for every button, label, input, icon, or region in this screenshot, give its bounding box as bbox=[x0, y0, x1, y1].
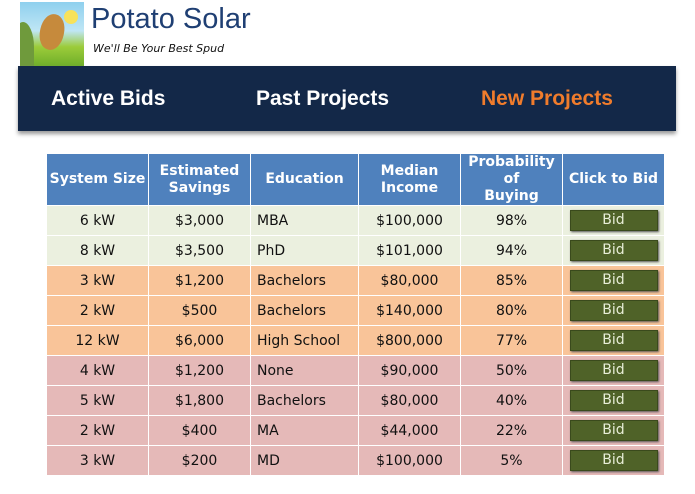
table-row: 2 kW $400 MA $44,000 22% Bid bbox=[46, 415, 665, 446]
nav-new-projects[interactable]: New Projects bbox=[481, 87, 613, 110]
cell-system-size: 2 kW bbox=[46, 415, 149, 446]
cell-education: MBA bbox=[250, 205, 359, 236]
cell-savings: $3,000 bbox=[148, 205, 251, 236]
cell-income: $90,000 bbox=[358, 355, 461, 386]
cell-education: Bachelors bbox=[250, 295, 359, 326]
cell-system-size: 6 kW bbox=[46, 205, 149, 236]
cell-probability: 40% bbox=[460, 385, 563, 416]
bid-button[interactable]: Bid bbox=[569, 420, 658, 441]
table-row: 6 kW $3,000 MBA $100,000 98% Bid bbox=[46, 205, 665, 236]
cell-bid: Bid bbox=[562, 415, 665, 446]
cell-income: $44,000 bbox=[358, 415, 461, 446]
cell-income: $140,000 bbox=[358, 295, 461, 326]
table-row: 8 kW $3,500 PhD $101,000 94% Bid bbox=[46, 235, 665, 266]
header-system-size: System Size bbox=[46, 153, 149, 206]
cell-savings: $500 bbox=[148, 295, 251, 326]
cell-education: MA bbox=[250, 415, 359, 446]
bid-button[interactable]: Bid bbox=[569, 330, 658, 351]
nav-active-bids[interactable]: Active Bids bbox=[51, 87, 166, 110]
cell-education: None bbox=[250, 355, 359, 386]
cell-probability: 80% bbox=[460, 295, 563, 326]
header-median-income: Median Income bbox=[358, 153, 461, 206]
bid-button[interactable]: Bid bbox=[569, 300, 658, 321]
cell-bid: Bid bbox=[562, 325, 665, 356]
bid-button[interactable]: Bid bbox=[569, 450, 658, 471]
cell-system-size: 5 kW bbox=[46, 385, 149, 416]
cell-education: Bachelors bbox=[250, 385, 359, 416]
cell-probability: 5% bbox=[460, 445, 563, 476]
cell-savings: $1,200 bbox=[148, 355, 251, 386]
cell-system-size: 2 kW bbox=[46, 295, 149, 326]
cell-education: High School bbox=[250, 325, 359, 356]
brand-tagline: We'll Be Your Best Spud bbox=[93, 42, 225, 55]
cell-income: $80,000 bbox=[358, 265, 461, 296]
cell-probability: 50% bbox=[460, 355, 563, 386]
cell-savings: $1,200 bbox=[148, 265, 251, 296]
cell-bid: Bid bbox=[562, 235, 665, 266]
cell-probability: 94% bbox=[460, 235, 563, 266]
bid-button[interactable]: Bid bbox=[569, 270, 658, 291]
header-probability: Probability of Buying bbox=[460, 153, 563, 206]
cell-income: $100,000 bbox=[358, 445, 461, 476]
cell-system-size: 8 kW bbox=[46, 235, 149, 266]
cell-bid: Bid bbox=[562, 355, 665, 386]
table-row: 3 kW $1,200 Bachelors $80,000 85% Bid bbox=[46, 265, 665, 296]
cell-savings: $400 bbox=[148, 415, 251, 446]
cell-education: Bachelors bbox=[250, 265, 359, 296]
cell-savings: $6,000 bbox=[148, 325, 251, 356]
bid-button[interactable]: Bid bbox=[569, 360, 658, 381]
bid-button[interactable]: Bid bbox=[569, 240, 658, 261]
table-row: 3 kW $200 MD $100,000 5% Bid bbox=[46, 445, 665, 476]
cell-bid: Bid bbox=[562, 445, 665, 476]
bid-button[interactable]: Bid bbox=[569, 390, 658, 411]
cell-system-size: 3 kW bbox=[46, 265, 149, 296]
cell-bid: Bid bbox=[562, 385, 665, 416]
header-estimated-savings: Estimated Savings bbox=[148, 153, 251, 206]
cell-system-size: 4 kW bbox=[46, 355, 149, 386]
bids-table: System Size Estimated Savings Education Med… bbox=[46, 153, 665, 476]
nav-past-projects[interactable]: Past Projects bbox=[256, 87, 390, 110]
brand-name: Potato Solar bbox=[91, 3, 251, 35]
cell-education: PhD bbox=[250, 235, 359, 266]
header-education: Education bbox=[250, 153, 359, 206]
cell-probability: 98% bbox=[460, 205, 563, 236]
bid-button[interactable]: Bid bbox=[569, 210, 658, 231]
cell-savings: $3,500 bbox=[148, 235, 251, 266]
cell-probability: 77% bbox=[460, 325, 563, 356]
cell-savings: $1,800 bbox=[148, 385, 251, 416]
cell-bid: Bid bbox=[562, 295, 665, 326]
cell-income: $101,000 bbox=[358, 235, 461, 266]
table-row: 12 kW $6,000 High School $800,000 77% Bid bbox=[46, 325, 665, 356]
cell-income: $80,000 bbox=[358, 385, 461, 416]
cell-income: $800,000 bbox=[358, 325, 461, 356]
cell-income: $100,000 bbox=[358, 205, 461, 236]
table-row: 5 kW $1,800 Bachelors $80,000 40% Bid bbox=[46, 385, 665, 416]
cell-education: MD bbox=[250, 445, 359, 476]
cell-system-size: 12 kW bbox=[46, 325, 149, 356]
cell-bid: Bid bbox=[562, 265, 665, 296]
cell-probability: 22% bbox=[460, 415, 563, 446]
cell-system-size: 3 kW bbox=[46, 445, 149, 476]
cell-bid: Bid bbox=[562, 205, 665, 236]
cell-savings: $200 bbox=[148, 445, 251, 476]
table-row: 4 kW $1,200 None $90,000 50% Bid bbox=[46, 355, 665, 386]
header-click-to-bid: Click to Bid bbox=[562, 153, 665, 206]
cell-probability: 85% bbox=[460, 265, 563, 296]
table-row: 2 kW $500 Bachelors $140,000 80% Bid bbox=[46, 295, 665, 326]
nav-bar: Active Bids Past Projects New Projects bbox=[18, 66, 676, 131]
potato-logo bbox=[20, 2, 84, 66]
